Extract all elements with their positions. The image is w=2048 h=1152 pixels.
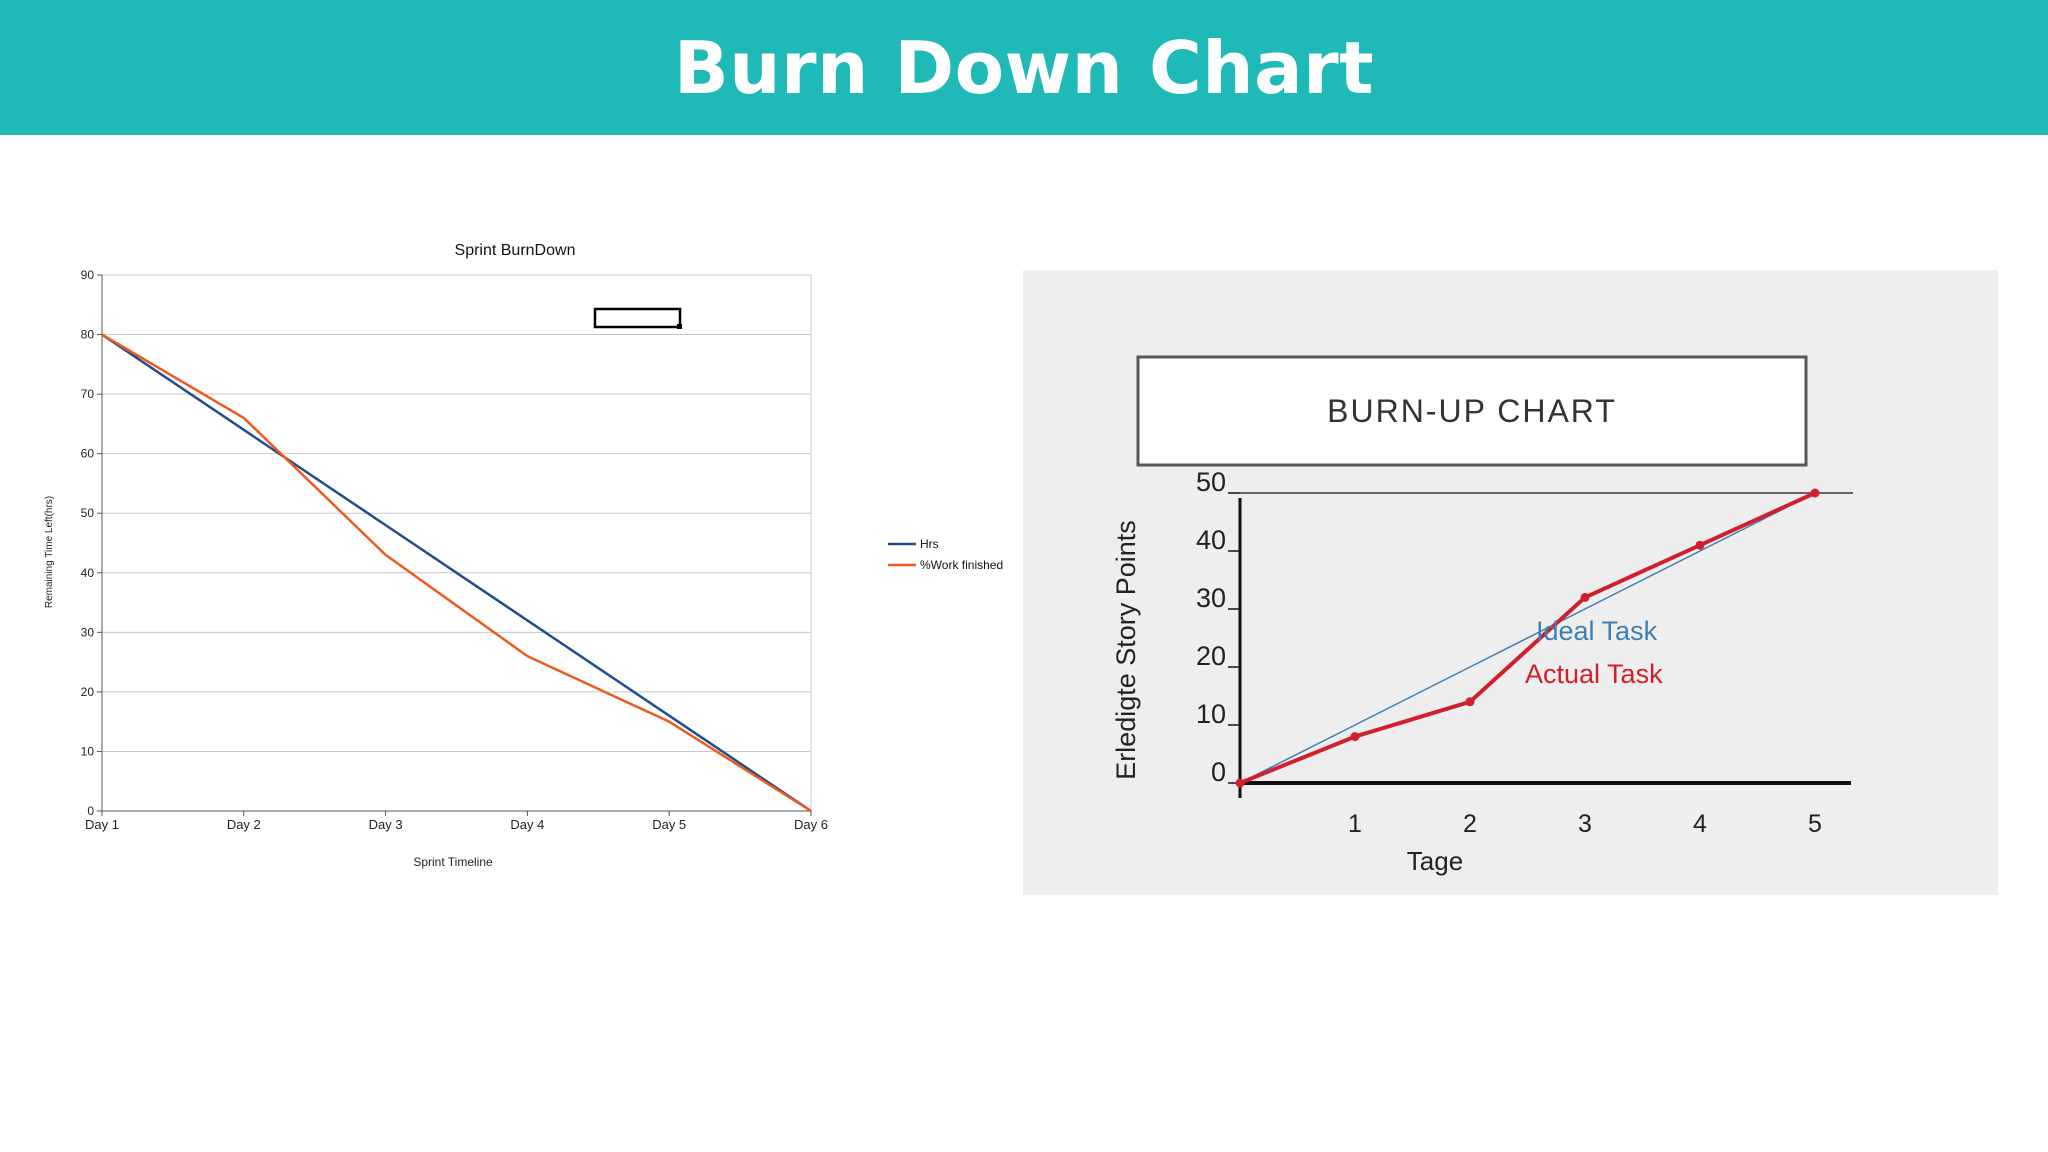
- y-tick-label: 70: [81, 387, 95, 401]
- x-tick-label: Day 6: [794, 817, 828, 832]
- y-tick-label: 30: [81, 625, 95, 639]
- y-tick-label: 30: [1196, 583, 1226, 613]
- series-line-work-finished: [101, 333, 812, 813]
- y-tick-label: 80: [81, 328, 95, 342]
- y-tick-label: 50: [1196, 467, 1226, 497]
- actual-task-point: [1810, 488, 1820, 498]
- chart-title: BURN-UP CHART: [1327, 393, 1617, 429]
- y-tick-label: 20: [1196, 641, 1226, 671]
- x-tick-label: Day 2: [227, 817, 261, 832]
- y-tick-label: 40: [1196, 525, 1226, 555]
- placeholder-box: [593, 307, 682, 329]
- y-tick-label: 0: [87, 804, 94, 818]
- y-axis-title: Erledigte Story Points: [1111, 520, 1141, 780]
- y-tick-label: 0: [1211, 757, 1226, 787]
- x-tick-label: 1: [1348, 810, 1362, 838]
- x-tick-label: 4: [1693, 810, 1707, 838]
- slide-title: Burn Down Chart: [673, 25, 1375, 110]
- actual-task-point: [1350, 732, 1360, 742]
- y-axis-title: Remaining Time Left(hrs): [44, 496, 55, 608]
- y-tick-label: 50: [81, 506, 95, 520]
- x-axis-title: Sprint Timeline: [413, 855, 493, 869]
- actual-task-point: [1465, 697, 1475, 707]
- placeholder-box-handle: [677, 324, 682, 329]
- legend-label: %Work finished: [920, 558, 1003, 572]
- actual-task-point: [1235, 778, 1245, 788]
- title-banner: Burn Down Chart: [0, 0, 2048, 135]
- legend-label: Ideal Task: [1536, 616, 1658, 646]
- x-tick-label: 5: [1808, 810, 1822, 838]
- plot-area: [101, 274, 812, 812]
- title-box: [1136, 355, 1808, 467]
- y-tick-label: 40: [81, 566, 95, 580]
- x-tick-label: Day 3: [369, 817, 403, 832]
- x-tick-label: 3: [1578, 810, 1592, 838]
- series-line-ideal-task: [1239, 492, 1816, 784]
- burndown-chart: 0 10 20 30 40 50 60 70 80 90 Day 1 Day 2 Day 3 Day 4 D…: [44, 242, 1003, 869]
- burnup-chart-panel: BURN-UP CHART 0 10 20 30 40 50 1 2 3 4 5 Tage Erledig…: [1023, 270, 1998, 895]
- series-line-hrs: [101, 333, 812, 813]
- chart-title: Sprint BurnDown: [455, 242, 576, 259]
- y-tick-label: 20: [81, 685, 95, 699]
- x-tick-label: 2: [1463, 810, 1477, 838]
- actual-task-point: [1695, 540, 1705, 550]
- x-tick-label: Day 4: [510, 817, 544, 832]
- legend-label: Actual Task: [1525, 659, 1663, 689]
- y-tick-label: 10: [81, 744, 95, 758]
- series-line-actual-task: [1239, 491, 1816, 785]
- legend-label: Hrs: [920, 537, 939, 551]
- x-tick-label: Day 5: [652, 817, 686, 832]
- burnup-chart: BURN-UP CHART 0 10 20 30 40 50 1 2 3 4 5 Tage Erledig…: [1111, 355, 1853, 876]
- x-axis-title: Tage: [1407, 846, 1463, 876]
- y-tick-label: 60: [81, 447, 95, 461]
- y-tick-label: 10: [1196, 699, 1226, 729]
- actual-task-point: [1580, 592, 1590, 602]
- y-tick-label: 90: [81, 268, 95, 282]
- x-tick-label: Day 1: [85, 817, 119, 832]
